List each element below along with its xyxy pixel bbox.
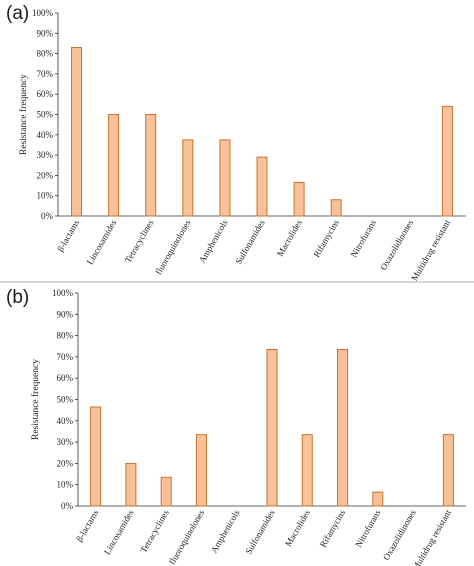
y-tick-label: 60% — [37, 89, 54, 99]
bar-b-10 — [442, 434, 454, 507]
y-tick-label: 10% — [37, 191, 54, 201]
y-tick-label: 0% — [41, 211, 54, 221]
category-label: Nitrofurans — [349, 218, 379, 259]
category-label: Macrolides — [275, 218, 304, 258]
y-tick-label: 20% — [37, 170, 54, 180]
bar-b-0 — [90, 406, 102, 507]
bar-b-7 — [337, 348, 349, 507]
bar-a-1 — [108, 114, 120, 217]
y-tick-label: 10% — [57, 480, 74, 490]
bar-a-4 — [219, 139, 231, 217]
y-tick-label: 90% — [37, 28, 54, 38]
y-tick-label: 30% — [57, 437, 74, 447]
category-label: Sulfonamides — [233, 218, 267, 266]
category-label: β-lactams — [74, 508, 100, 544]
y-tick-label: 50% — [57, 395, 74, 405]
chart-b-svg: 0% 10% 20% 30% 40% 50% 60% 70% 80% 90% 100% Resista… — [30, 288, 466, 566]
bar-b-8 — [372, 491, 384, 507]
category-label: Lincosamides — [102, 508, 136, 557]
category-label: Oxazolidinones — [381, 508, 418, 562]
bar-a-5 — [256, 156, 268, 217]
category-label: Tetracyclines — [138, 508, 171, 555]
category-label: β-lactams — [55, 218, 81, 254]
y-tick-label: 0% — [61, 501, 74, 511]
bar-b-3 — [195, 434, 207, 507]
category-label: Macrolides — [283, 508, 312, 548]
y-tick-label: 90% — [57, 309, 74, 319]
category-label: Amphenicols — [197, 218, 230, 265]
y-tick-label: 70% — [57, 352, 74, 362]
y-tick-label: 70% — [37, 69, 54, 79]
category-label: Amphenicols — [209, 508, 242, 555]
category-label: Rifamycins — [312, 218, 342, 259]
y-axis-title: Resistance frequency — [18, 74, 29, 155]
bar-b-1 — [125, 462, 137, 507]
bar-b-2 — [160, 476, 172, 507]
bar-b-5 — [266, 348, 278, 507]
panel-divider — [0, 281, 474, 283]
bar-a-6 — [293, 182, 305, 217]
y-tick-label: 20% — [57, 458, 74, 468]
bar-a-0 — [71, 47, 83, 217]
chart-panel-b: (b) 0% 10% 20% 30% 40% 50% 60% 70% 80% 90% 100% Res… — [0, 284, 474, 566]
category-label: Multidrug resistant — [410, 508, 453, 566]
category-label: Nitrofurans — [353, 508, 383, 549]
category-label: fluoroquinolones — [153, 218, 193, 277]
y-tick-label: 30% — [37, 150, 54, 160]
y-tick-label: 100% — [52, 288, 74, 298]
y-tick-label: 100% — [32, 8, 54, 18]
category-label: Rifamycins — [318, 508, 348, 549]
bar-a-3 — [182, 139, 194, 217]
y-tick-label: 80% — [57, 331, 74, 341]
y-axis-title: Resistance frequency — [30, 359, 41, 440]
y-tick-label: 60% — [57, 373, 74, 383]
panel-label-b: (b) — [6, 287, 30, 308]
category-label: Oxazolidinones — [378, 218, 415, 272]
category-label: Sulfonamides — [243, 508, 277, 556]
category-label: Lincosamides — [85, 218, 119, 267]
panel-label-a: (a) — [6, 3, 30, 24]
category-label: Tetracyclines — [123, 218, 156, 265]
category-label: Multidrug resistant — [409, 218, 452, 283]
bar-a-10 — [441, 105, 453, 217]
chart-panel-a: (a) 0% 10% 20% 30% 40% 50% 60% 70% 80% 90% 100% Res… — [0, 0, 474, 283]
y-tick-label: 40% — [37, 130, 54, 140]
bar-a-7 — [330, 199, 342, 217]
category-label: fluoroquinolones — [167, 508, 207, 566]
y-tick-label: 40% — [57, 416, 74, 426]
y-tick-label: 50% — [37, 110, 54, 120]
y-tick-label: 80% — [37, 49, 54, 59]
chart-a-svg: 0% 10% 20% 30% 40% 50% 60% 70% 80% 90% 100% Resista… — [18, 8, 466, 283]
bar-b-6 — [301, 434, 313, 507]
bar-a-2 — [145, 114, 157, 217]
